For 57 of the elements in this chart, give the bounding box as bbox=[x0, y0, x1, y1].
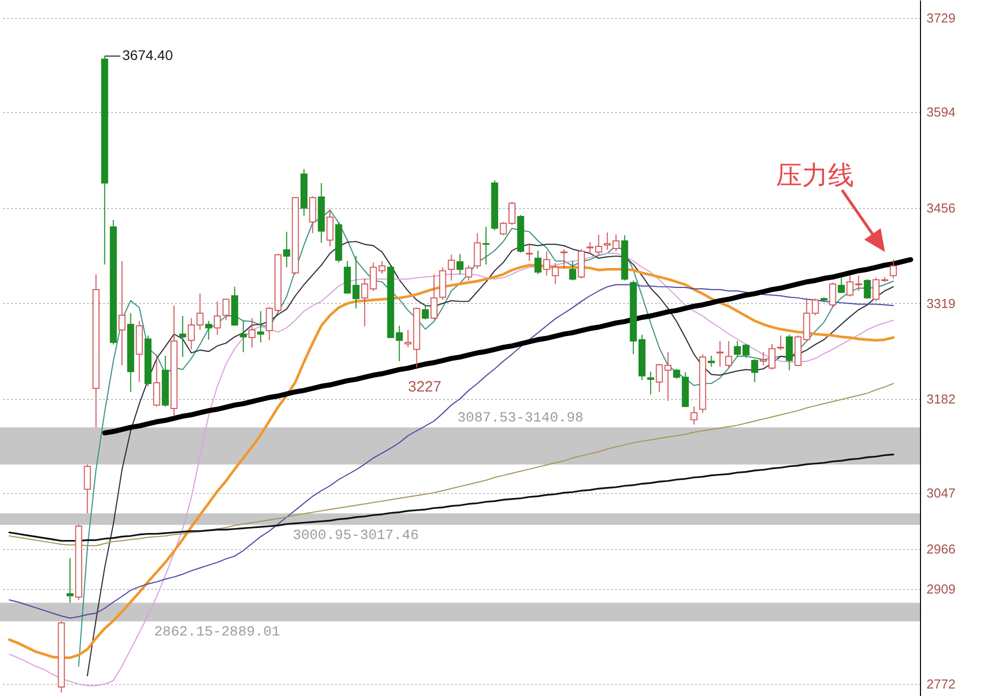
y-tick-label: 3047 bbox=[926, 485, 956, 500]
line-series bbox=[8, 284, 894, 619]
candlestick bbox=[422, 304, 429, 320]
candlestick bbox=[240, 320, 247, 353]
candlestick bbox=[690, 406, 698, 426]
candlestick bbox=[482, 226, 490, 265]
annotation: 3227 bbox=[408, 378, 442, 396]
candlestick bbox=[179, 315, 186, 358]
candlestick bbox=[673, 368, 680, 380]
candlestick bbox=[66, 558, 74, 604]
y-tick-label: 3594 bbox=[926, 104, 956, 120]
y-tick-label: 2966 bbox=[926, 542, 956, 557]
candlestick bbox=[283, 231, 290, 268]
candlestick bbox=[326, 208, 334, 247]
candlestick bbox=[569, 260, 576, 281]
candlestick bbox=[465, 264, 472, 281]
annotation: 3674.40 bbox=[122, 47, 174, 64]
candlestick bbox=[708, 355, 715, 368]
candlestick bbox=[430, 274, 438, 320]
candlestick bbox=[890, 259, 897, 279]
candlestick bbox=[725, 340, 732, 369]
candlestick bbox=[153, 355, 160, 407]
candlestick bbox=[205, 320, 212, 340]
candlestick bbox=[361, 278, 368, 327]
candlestick bbox=[456, 254, 464, 275]
y-tick-label: 3319 bbox=[926, 296, 956, 311]
candlestick bbox=[526, 244, 533, 262]
y-tick-label: 2772 bbox=[926, 676, 956, 692]
candlestick bbox=[474, 232, 481, 270]
candlestick bbox=[248, 318, 256, 348]
candlestick bbox=[751, 358, 758, 383]
candlestick bbox=[84, 464, 91, 514]
annotation: 压力线 bbox=[776, 161, 854, 191]
candlestick bbox=[552, 262, 559, 284]
candlestick bbox=[543, 250, 550, 276]
candlestick bbox=[257, 310, 264, 343]
y-tick-label: 2909 bbox=[926, 581, 956, 596]
band-label: 3087.53-3140.98 bbox=[457, 410, 584, 426]
y-tick-label: 3182 bbox=[926, 391, 956, 406]
band-label: 2862.15-2889.01 bbox=[154, 624, 280, 640]
y-tick-label: 3456 bbox=[926, 200, 956, 216]
line-series bbox=[8, 454, 894, 542]
candlestick bbox=[812, 298, 819, 316]
candlestick bbox=[786, 334, 793, 371]
candlestick bbox=[396, 325, 403, 362]
candlestick bbox=[560, 248, 568, 270]
line-series bbox=[8, 382, 894, 546]
candlestick bbox=[647, 371, 654, 396]
candlestick bbox=[864, 278, 871, 300]
candlestick bbox=[829, 282, 836, 308]
candlestick bbox=[838, 276, 845, 294]
y-tick-label: 3729 bbox=[926, 10, 956, 26]
candlestick bbox=[118, 260, 126, 366]
band-label: 3000.95-3017.46 bbox=[292, 528, 419, 544]
candlestick bbox=[716, 340, 724, 368]
candlestick bbox=[534, 250, 542, 275]
candlestick bbox=[448, 254, 455, 281]
